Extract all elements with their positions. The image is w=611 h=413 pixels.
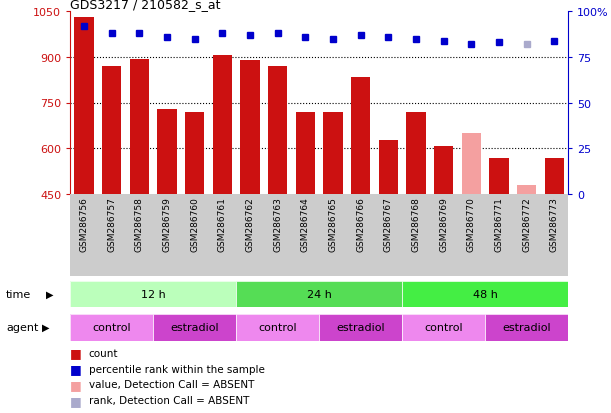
- Bar: [320, 314, 402, 341]
- Bar: [402, 314, 485, 341]
- Text: GSM286773: GSM286773: [550, 197, 559, 252]
- Text: ■: ■: [70, 378, 82, 391]
- Bar: [102, 67, 122, 194]
- Bar: [236, 314, 320, 341]
- Bar: [240, 61, 260, 194]
- Text: ▶: ▶: [46, 289, 53, 299]
- Bar: [379, 141, 398, 194]
- Text: ■: ■: [70, 362, 82, 375]
- Text: rank, Detection Call = ABSENT: rank, Detection Call = ABSENT: [89, 395, 249, 405]
- Text: 24 h: 24 h: [307, 289, 332, 299]
- Text: 48 h: 48 h: [473, 289, 498, 299]
- Text: ▶: ▶: [42, 322, 49, 332]
- Bar: [130, 60, 149, 194]
- Bar: [485, 314, 568, 341]
- Text: agent: agent: [6, 322, 38, 332]
- Bar: [75, 19, 93, 194]
- Bar: [489, 158, 509, 194]
- Bar: [236, 281, 402, 308]
- Text: GSM286761: GSM286761: [218, 197, 227, 252]
- Text: GSM286771: GSM286771: [494, 197, 503, 252]
- Text: percentile rank within the sample: percentile rank within the sample: [89, 364, 265, 374]
- Text: estradiol: estradiol: [337, 322, 385, 332]
- Bar: [70, 281, 236, 308]
- Text: control: control: [92, 322, 131, 332]
- Text: GSM286770: GSM286770: [467, 197, 476, 252]
- Text: time: time: [6, 289, 31, 299]
- Text: GSM286757: GSM286757: [108, 197, 116, 252]
- Bar: [153, 314, 236, 341]
- Text: GSM286769: GSM286769: [439, 197, 448, 252]
- Text: GSM286756: GSM286756: [79, 197, 89, 252]
- Bar: [402, 281, 568, 308]
- Text: GSM286758: GSM286758: [135, 197, 144, 252]
- Text: GSM286760: GSM286760: [190, 197, 199, 252]
- Bar: [434, 146, 453, 194]
- Text: 12 h: 12 h: [141, 289, 166, 299]
- Bar: [185, 113, 205, 194]
- Text: value, Detection Call = ABSENT: value, Detection Call = ABSENT: [89, 380, 254, 389]
- Text: GSM286762: GSM286762: [246, 197, 255, 251]
- Bar: [268, 67, 287, 194]
- Text: GSM286763: GSM286763: [273, 197, 282, 252]
- Bar: [213, 56, 232, 194]
- Bar: [406, 113, 426, 194]
- Text: GSM286772: GSM286772: [522, 197, 531, 251]
- Text: GDS3217 / 210582_s_at: GDS3217 / 210582_s_at: [70, 0, 221, 11]
- Bar: [517, 185, 536, 194]
- Text: control: control: [258, 322, 297, 332]
- Text: GSM286767: GSM286767: [384, 197, 393, 252]
- Text: GSM286759: GSM286759: [163, 197, 172, 252]
- Bar: [351, 78, 370, 194]
- Bar: [70, 314, 153, 341]
- Text: estradiol: estradiol: [502, 322, 551, 332]
- Bar: [323, 113, 343, 194]
- Text: estradiol: estradiol: [170, 322, 219, 332]
- Text: ■: ■: [70, 394, 82, 407]
- Text: ■: ■: [70, 347, 82, 360]
- Bar: [462, 133, 481, 194]
- Text: GSM286764: GSM286764: [301, 197, 310, 251]
- Text: GSM286768: GSM286768: [412, 197, 420, 252]
- Bar: [296, 113, 315, 194]
- Bar: [545, 158, 564, 194]
- Bar: [158, 109, 177, 194]
- Text: control: control: [425, 322, 463, 332]
- Text: GSM286766: GSM286766: [356, 197, 365, 252]
- Text: GSM286765: GSM286765: [329, 197, 338, 252]
- Text: count: count: [89, 348, 118, 358]
